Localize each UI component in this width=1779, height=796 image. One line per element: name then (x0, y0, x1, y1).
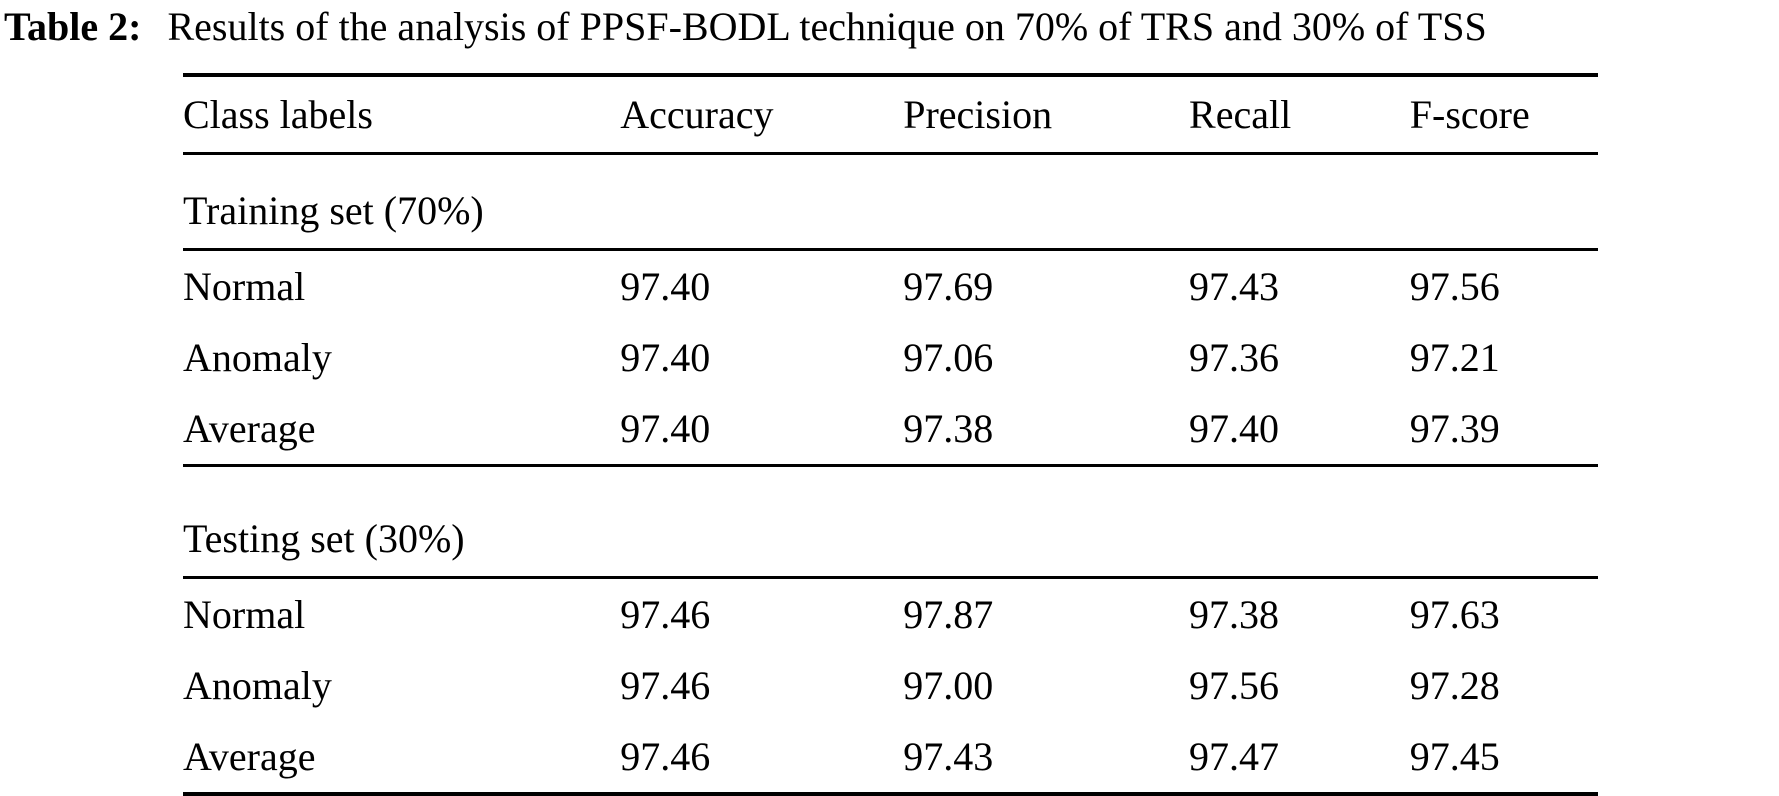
cell-value: 97.40 (620, 335, 711, 380)
column-header-fscore: F-score (1409, 73, 1598, 155)
cell-value: 97.28 (1409, 663, 1500, 708)
table-row-training-normal: Normal 97.40 97.69 97.43 97.56 (183, 250, 1598, 323)
cell-value: 97.56 (1189, 663, 1280, 708)
cell-value: 97.45 (1409, 721, 1598, 796)
section-title-training: Training set (70%) (183, 153, 1598, 251)
cell-value: 97.46 (620, 721, 904, 796)
cell-value: 97.36 (1189, 335, 1280, 380)
cell-value: 97.43 (903, 721, 1190, 796)
cell-value: 97.47 (1189, 721, 1410, 796)
cell-value: 97.21 (1409, 335, 1500, 380)
table-caption-label: Table 2: (4, 4, 142, 49)
cell-value: 97.40 (1189, 393, 1410, 467)
row-label: Anomaly (183, 335, 332, 380)
section-title-testing: Testing set (30%) (183, 465, 1598, 579)
table-caption: Table 2: Results of the analysis of PPSF-… (4, 4, 1487, 50)
column-header-accuracy: Accuracy (620, 73, 904, 155)
table-caption-text: Results of the analysis of PPSF-BODL tec… (167, 4, 1487, 49)
cell-value: 97.38 (1189, 592, 1280, 637)
row-label: Anomaly (183, 663, 332, 708)
cell-value: 97.40 (620, 393, 904, 467)
row-label: Normal (183, 264, 306, 309)
header-row: Class labels Accuracy Precision Recall F… (183, 73, 1598, 155)
table-row-training-anomaly: Anomaly 97.40 97.06 97.36 97.21 (183, 322, 1598, 393)
cell-value: 97.00 (903, 663, 994, 708)
cell-value: 97.56 (1409, 264, 1500, 309)
table-row-testing-anomaly: Anomaly 97.46 97.00 97.56 97.28 (183, 650, 1598, 721)
column-header-precision: Precision (903, 73, 1190, 155)
row-label: Average (183, 721, 621, 796)
table-row-training-average: Average 97.40 97.38 97.40 97.39 (183, 393, 1598, 467)
column-header-class-labels: Class labels (183, 73, 621, 155)
cell-value: 97.40 (620, 264, 711, 309)
cell-value: 97.39 (1409, 393, 1598, 467)
cell-value: 97.87 (903, 592, 994, 637)
cell-value: 97.38 (903, 393, 1190, 467)
results-table: Class labels Accuracy Precision Recall F… (183, 73, 1598, 796)
column-header-recall: Recall (1189, 73, 1410, 155)
cell-value: 97.69 (903, 264, 994, 309)
cell-value: 97.46 (620, 592, 711, 637)
row-label: Normal (183, 592, 306, 637)
table-row-testing-average: Average 97.46 97.43 97.47 97.45 (183, 721, 1598, 796)
section-row-training: Training set (70%) (183, 153, 1598, 251)
cell-value: 97.63 (1409, 592, 1500, 637)
table-row-testing-normal: Normal 97.46 97.87 97.38 97.63 (183, 578, 1598, 651)
section-row-testing: Testing set (30%) (183, 465, 1598, 579)
cell-value: 97.06 (903, 335, 994, 380)
row-label: Average (183, 393, 621, 467)
cell-value: 97.46 (620, 663, 711, 708)
cell-value: 97.43 (1189, 264, 1280, 309)
